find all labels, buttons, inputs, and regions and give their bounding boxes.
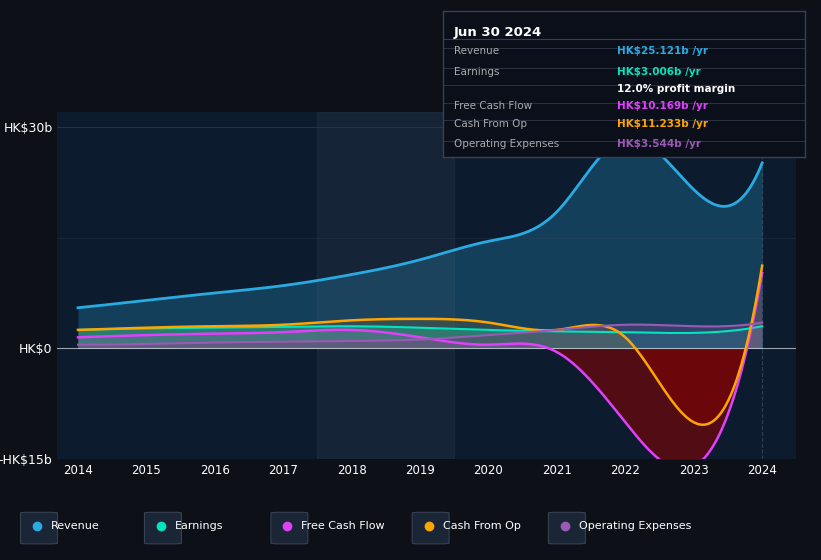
Text: Free Cash Flow: Free Cash Flow bbox=[454, 101, 532, 111]
Text: Operating Expenses: Operating Expenses bbox=[579, 521, 691, 531]
Text: Earnings: Earnings bbox=[175, 521, 223, 531]
FancyBboxPatch shape bbox=[412, 512, 449, 544]
Text: Operating Expenses: Operating Expenses bbox=[454, 139, 559, 150]
Text: Cash From Op: Cash From Op bbox=[454, 119, 527, 129]
Text: 12.0% profit margin: 12.0% profit margin bbox=[617, 84, 735, 94]
FancyBboxPatch shape bbox=[548, 512, 585, 544]
Bar bbox=[318, 112, 454, 459]
FancyBboxPatch shape bbox=[271, 512, 308, 544]
Text: Cash From Op: Cash From Op bbox=[443, 521, 521, 531]
Text: HK$10.169b /yr: HK$10.169b /yr bbox=[617, 101, 708, 111]
Text: HK$3.544b /yr: HK$3.544b /yr bbox=[617, 139, 701, 150]
FancyBboxPatch shape bbox=[21, 512, 57, 544]
Text: Free Cash Flow: Free Cash Flow bbox=[301, 521, 385, 531]
FancyBboxPatch shape bbox=[144, 512, 181, 544]
Text: Jun 30 2024: Jun 30 2024 bbox=[454, 26, 543, 39]
Text: Revenue: Revenue bbox=[51, 521, 99, 531]
Text: Revenue: Revenue bbox=[454, 46, 499, 56]
Text: HK$25.121b /yr: HK$25.121b /yr bbox=[617, 46, 708, 56]
Text: HK$3.006b /yr: HK$3.006b /yr bbox=[617, 67, 700, 77]
Text: HK$11.233b /yr: HK$11.233b /yr bbox=[617, 119, 708, 129]
Text: Earnings: Earnings bbox=[454, 67, 500, 77]
